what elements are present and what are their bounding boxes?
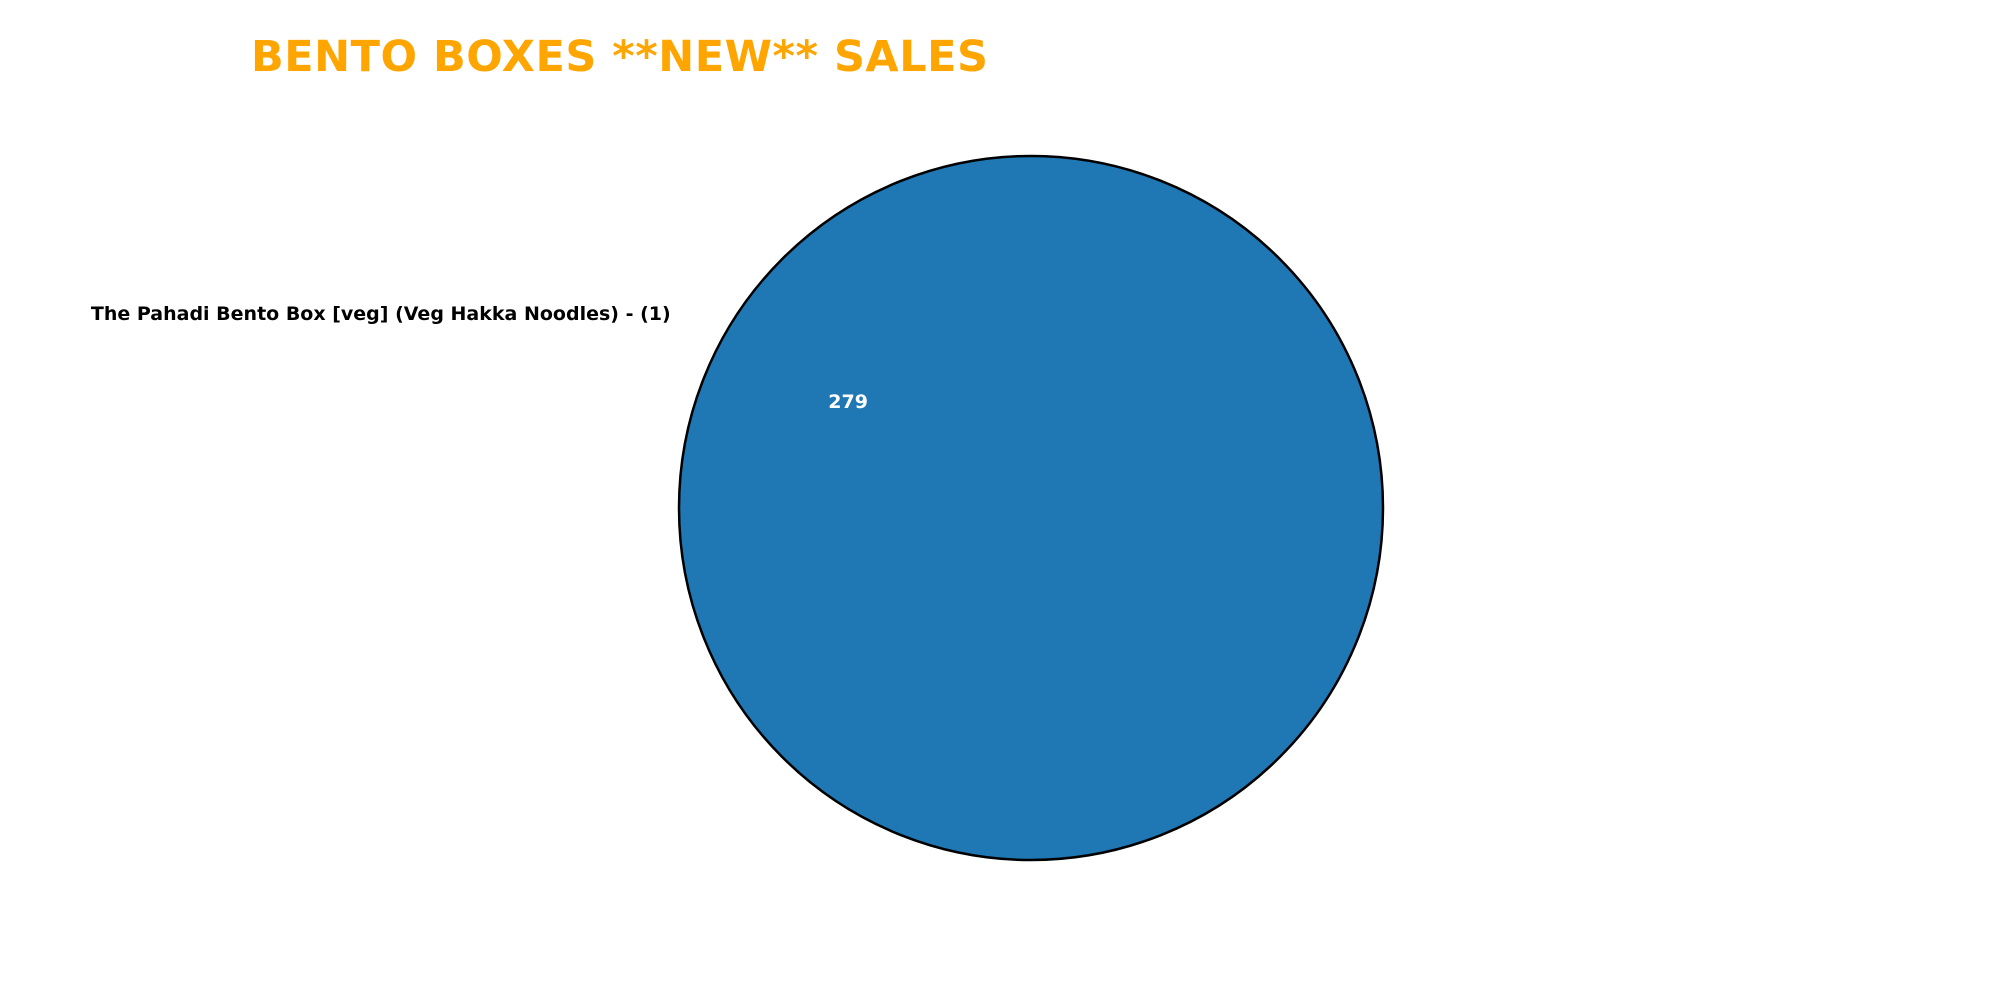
slices-layer [677,154,1385,862]
slice-category-label: The Pahadi Bento Box [veg] (Veg Hakka No… [91,303,671,325]
labels-layer: 279 The Pahadi Bento Box [veg] (Veg Hakka… [91,303,868,413]
pie-slice [677,154,1385,862]
slice-value-label: 279 [828,391,868,413]
chart-title: BENTO BOXES **NEW** SALES [251,32,989,82]
